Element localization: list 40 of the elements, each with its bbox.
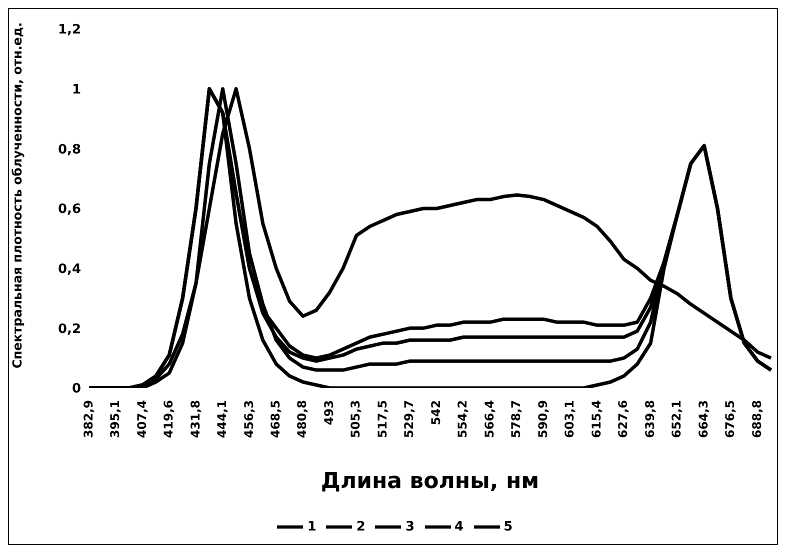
x-axis-title: Длина волны, нм (320, 469, 540, 494)
x-tick-label: 395,1 (108, 400, 122, 438)
legend-label: 5 (504, 520, 513, 535)
x-tick-label: 444,1 (215, 400, 230, 438)
x-tick-label: 554,2 (456, 400, 470, 438)
x-tick-label: 566,4 (482, 400, 496, 438)
legend-label: 1 (307, 520, 316, 535)
x-tick-label: 468,5 (268, 400, 282, 438)
x-tick-label: 688,8 (750, 400, 764, 438)
legend-label: 3 (405, 520, 415, 535)
x-tick-label: 505,3 (348, 400, 363, 438)
x-tick-label: 664,3 (696, 400, 710, 438)
x-tick-label: 627,6 (616, 400, 630, 438)
y-tick-label: 1 (72, 82, 81, 98)
x-tick-label: 615,4 (589, 400, 604, 438)
y-tick-label: 0,6 (58, 202, 81, 218)
x-tick-label: 603,1 (562, 400, 577, 438)
x-tick-label: 578,7 (509, 400, 524, 438)
y-tick-label: 0 (72, 382, 81, 397)
y-axis-title: Спектральная плотность облученности, отн.ед. (9, 22, 24, 368)
legend-label: 2 (356, 520, 366, 535)
y-tick-label: 0,8 (58, 142, 81, 158)
x-tick-label: 431,8 (188, 400, 202, 438)
x-tick-label: 382,9 (81, 400, 96, 438)
x-tick-label: 639,8 (642, 400, 657, 438)
y-tick-label: 1,2 (58, 22, 81, 38)
x-tick-label: 652,1 (670, 400, 684, 438)
x-tick-label: 407,4 (134, 400, 149, 438)
legend-label: 4 (454, 520, 464, 535)
x-tick-label: 529,7 (402, 400, 416, 438)
x-tick-label: 419,6 (162, 400, 176, 438)
x-tick-label: 480,8 (295, 400, 310, 438)
x-tick-label: 493 (322, 400, 336, 426)
y-tick-label: 0,4 (58, 262, 81, 277)
x-tick-label: 517,5 (375, 400, 390, 438)
x-tick-label: 676,5 (723, 400, 738, 438)
x-tick-label: 456,3 (242, 400, 256, 438)
y-tick-label: 0,2 (58, 322, 81, 337)
x-tick-label: 590,9 (536, 400, 550, 438)
x-tick-label: 542 (428, 400, 443, 426)
